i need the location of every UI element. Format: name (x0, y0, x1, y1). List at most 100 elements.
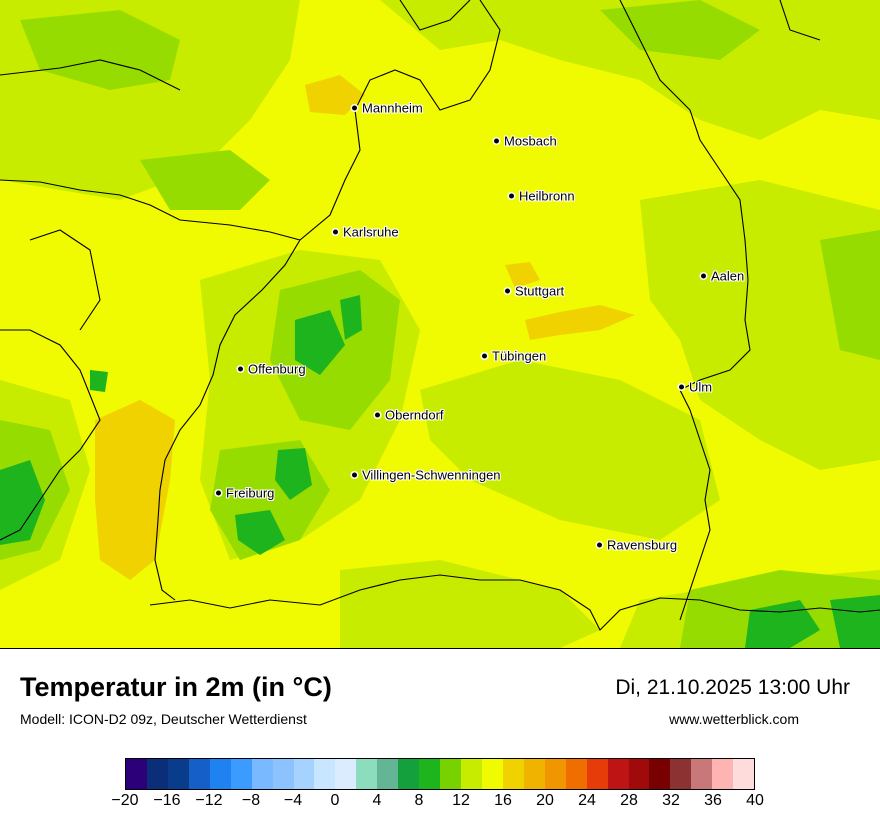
colorbar-segment (481, 759, 503, 789)
colorbar-tick-label: −4 (283, 792, 303, 809)
city-dot (494, 138, 499, 144)
city-label: Karlsruhe (333, 225, 399, 240)
city-label: Aalen (701, 269, 744, 284)
colorbar-segment (670, 759, 692, 789)
forecast-datetime: Di, 21.10.2025 13:00 Uhr (615, 676, 850, 699)
city-name: Tübingen (492, 348, 547, 364)
map-canvas (0, 0, 880, 648)
colorbar-segment (230, 759, 252, 789)
city-name: Stuttgart (515, 283, 565, 299)
colorbar-segment (691, 759, 713, 789)
city-label: Mosbach (494, 134, 557, 149)
borders (0, 0, 880, 631)
city-dot (482, 353, 487, 359)
city-name: Offenburg (248, 361, 306, 377)
city-label: Stuttgart (505, 284, 564, 299)
colorbar-tick-label: 20 (536, 792, 554, 809)
colorbar-segment (565, 759, 587, 789)
city-label: Heilbronn (509, 189, 575, 204)
city-label: Ulm (679, 380, 712, 395)
colorbar-segment (733, 759, 755, 789)
rhine-border (154, 239, 301, 601)
colorbar-segment (146, 759, 168, 789)
city-name: Freiburg (226, 485, 275, 501)
colorbar-segment (188, 759, 210, 789)
city-label: Ravensburg (597, 538, 677, 553)
map-title: Temperatur in 2m (in °C) (20, 672, 332, 702)
colorbar-tick-label: 32 (662, 792, 680, 809)
colorbar-tick-label: 8 (414, 792, 424, 809)
colorbar-tick-label: 12 (452, 792, 470, 809)
city-name: Mannheim (362, 100, 423, 116)
colorbar-segment (440, 759, 461, 789)
colorbar-segment (272, 759, 294, 789)
city-name: Mosbach (504, 133, 557, 149)
dark-green-zones (0, 295, 880, 648)
colorbar-segment (502, 759, 524, 789)
city-dot (333, 229, 338, 235)
west-border (0, 329, 101, 541)
colorbar-segment (586, 759, 608, 789)
city-name: Heilbronn (519, 188, 575, 204)
city-dot (679, 384, 684, 390)
colorbar-tick-label: 16 (494, 792, 512, 809)
colorbar-tick-label: −16 (153, 792, 181, 809)
north-border (399, 0, 471, 31)
colorbar-segment (523, 759, 545, 789)
colorbar-segment (712, 759, 734, 789)
city-name: Karlsruhe (343, 224, 399, 240)
colorbar-tick-label: −20 (111, 792, 139, 809)
colorbar-tick-label: 4 (372, 792, 382, 809)
colorbar-segment (251, 759, 273, 789)
city-dot (701, 273, 706, 279)
colorbar-tick-label: 28 (620, 792, 638, 809)
temperature-map: Mannheim Mosbach Heilbronn Karlsruhe Aalen St… (0, 0, 880, 649)
city-name: Ulm (689, 379, 713, 395)
city-name: Oberndorf (385, 407, 444, 423)
colorbar-segment (209, 759, 231, 789)
austrian-border (699, 599, 880, 613)
colorbar-segment (335, 759, 357, 789)
southern-border (149, 574, 701, 631)
colorbar-tick-label: 24 (578, 792, 596, 809)
colorbar-segment (649, 759, 671, 789)
source-link[interactable]: www.wetterblick.com (669, 711, 799, 727)
city-name: Villingen-Schwenningen (362, 467, 501, 483)
city-dot (352, 105, 357, 111)
city-dot (375, 412, 380, 418)
colorbar-segment (314, 759, 336, 789)
colorbar-segment (167, 759, 189, 789)
city-dot (597, 542, 602, 548)
palatinate-border (0, 179, 301, 241)
northeast-border (779, 0, 821, 41)
city-label: Villingen-Schwenningen (352, 468, 501, 483)
city-dot (352, 472, 357, 478)
colorbar-segment (398, 759, 420, 789)
colorbar-segment (377, 759, 399, 789)
colorbar-segment (126, 759, 147, 789)
city-dot (238, 366, 243, 372)
city-dot (509, 193, 514, 199)
colorbar-segment (461, 759, 482, 789)
eastern-border (619, 0, 751, 621)
colorbar-tick-label: −8 (241, 792, 261, 809)
colorbar-segment (293, 759, 315, 789)
city-label: Freiburg (216, 486, 274, 501)
city-name: Aalen (711, 268, 745, 284)
colorbar-segment (544, 759, 566, 789)
city-label: Tübingen (482, 349, 546, 364)
colorbar-segment (419, 759, 441, 789)
warm-zones (95, 75, 635, 580)
city-label: Oberndorf (375, 408, 444, 423)
colorbar-segment (607, 759, 629, 789)
colorbar-tick-label: 0 (330, 792, 340, 809)
city-label: Offenburg (238, 362, 306, 377)
colorbar-tick-label: −12 (195, 792, 223, 809)
city-name: Ravensburg (607, 537, 678, 553)
temperature-colorbar (125, 758, 755, 790)
colorbar-tick-label: 40 (746, 792, 764, 809)
colorbar-tick-label: 36 (704, 792, 722, 809)
colorbar-segment (356, 759, 378, 789)
alsace-border (29, 229, 101, 331)
city-dot (505, 288, 510, 294)
